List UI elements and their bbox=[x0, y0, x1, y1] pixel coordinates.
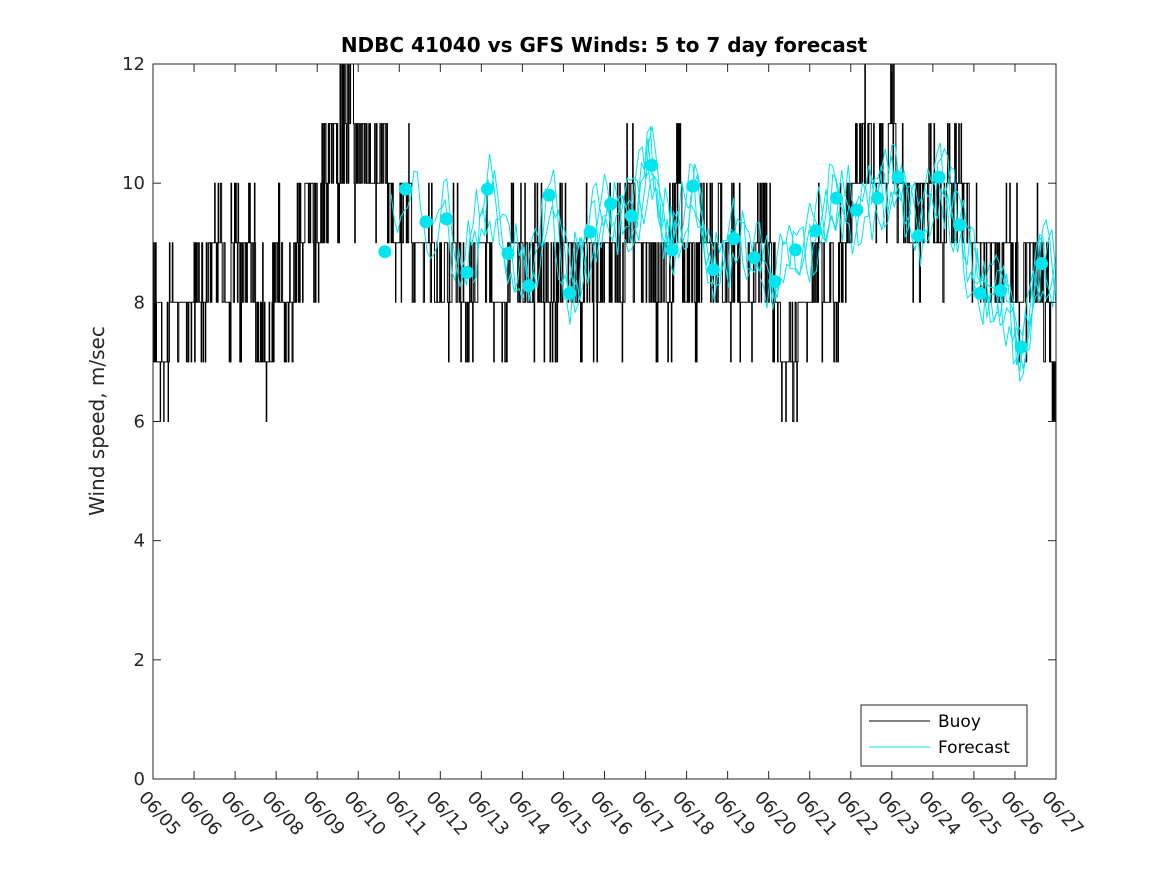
x-tick-label: 06/25 bbox=[955, 787, 1005, 840]
x-tick-label: 06/21 bbox=[791, 787, 841, 840]
forecast-marker bbox=[419, 215, 433, 229]
forecast-series-line bbox=[563, 126, 850, 301]
x-tick-label: 06/22 bbox=[832, 787, 882, 840]
forecast-marker bbox=[912, 229, 925, 243]
legend-forecast-label: Forecast bbox=[938, 738, 1010, 758]
forecast-marker bbox=[994, 283, 1008, 297]
x-tick-label: 06/20 bbox=[750, 787, 800, 840]
plot-background bbox=[153, 64, 1056, 779]
x-tick-label: 06/13 bbox=[463, 787, 513, 840]
x-tick-label: 06/10 bbox=[339, 787, 389, 840]
forecast-marker bbox=[542, 188, 556, 202]
forecast-marker bbox=[481, 182, 494, 196]
x-tick-label: 06/26 bbox=[996, 787, 1046, 840]
forecast-marker bbox=[747, 251, 761, 265]
forecast-marker bbox=[871, 191, 884, 205]
x-tick-label: 06/08 bbox=[257, 787, 307, 840]
x-tick-label: 06/16 bbox=[586, 787, 636, 840]
forecast-marker bbox=[583, 225, 597, 239]
x-tick-label: 06/15 bbox=[545, 787, 595, 840]
forecast-marker bbox=[768, 275, 782, 288]
legend-buoy-label: Buoy bbox=[938, 712, 981, 732]
x-tick-label: 06/19 bbox=[709, 787, 759, 840]
buoy-series-line bbox=[152, 63, 1057, 422]
forecast-marker bbox=[460, 266, 474, 279]
x-tick-label: 06/24 bbox=[914, 787, 964, 840]
y-axis-label: Wind speed, m/sec bbox=[85, 326, 109, 516]
forecast-series-line bbox=[924, 168, 1057, 354]
plot-area bbox=[152, 63, 1057, 780]
forecast-marker bbox=[378, 245, 392, 259]
forecast-series-line bbox=[809, 147, 1057, 372]
forecast-marker bbox=[563, 286, 577, 300]
forecast-marker bbox=[645, 158, 659, 172]
forecast-marker bbox=[440, 212, 453, 226]
y-tick-label: 2 bbox=[134, 650, 145, 671]
x-tick-label: 06/07 bbox=[216, 787, 266, 840]
x-tick-label: 06/23 bbox=[873, 787, 923, 840]
forecast-marker bbox=[501, 247, 515, 260]
x-tick-label: 06/11 bbox=[381, 787, 431, 840]
forecast-marker bbox=[850, 203, 864, 217]
forecast-marker bbox=[932, 170, 946, 184]
legend: Buoy Forecast bbox=[860, 704, 1028, 767]
forecast-marker bbox=[788, 243, 802, 257]
forecast-marker bbox=[604, 197, 618, 211]
x-tick-label: 06/27 bbox=[1037, 787, 1087, 840]
forecast-marker bbox=[973, 286, 987, 300]
forecast-series-line bbox=[390, 125, 678, 313]
x-tick-label: 06/06 bbox=[175, 787, 225, 840]
x-tick-label: 06/09 bbox=[298, 787, 348, 840]
forecast-marker bbox=[1035, 257, 1049, 271]
y-tick-label: 8 bbox=[134, 292, 145, 313]
y-tick-label: 0 bbox=[134, 769, 145, 790]
forecast-marker bbox=[398, 182, 412, 196]
forecast-series-line bbox=[472, 153, 760, 301]
chart-title: NDBC 41040 vs GFS Winds: 5 to 7 day fore… bbox=[341, 33, 868, 57]
forecast-series-line bbox=[624, 138, 912, 310]
y-tick-label: 4 bbox=[134, 531, 145, 552]
forecast-series-line bbox=[973, 236, 1057, 370]
forecast-marker bbox=[809, 224, 823, 238]
forecast-series-line bbox=[431, 145, 719, 325]
y-tick-label: 6 bbox=[134, 412, 145, 433]
forecast-marker bbox=[686, 179, 700, 193]
forecast-marker bbox=[829, 191, 843, 205]
forecast-marker bbox=[727, 232, 741, 246]
forecast-marker bbox=[953, 218, 966, 232]
forecast-series-line bbox=[870, 142, 1056, 347]
x-tick-label: 06/18 bbox=[668, 787, 718, 840]
legend-box bbox=[860, 704, 1028, 767]
forecast-marker bbox=[891, 170, 905, 184]
y-tick-label: 10 bbox=[122, 173, 145, 194]
y-tick-label: 12 bbox=[122, 54, 145, 75]
forecast-marker bbox=[1014, 340, 1028, 354]
forecast-marker bbox=[665, 243, 679, 257]
forecast-marker bbox=[522, 279, 536, 293]
x-tick-label: 06/05 bbox=[134, 787, 184, 840]
forecast-marker bbox=[706, 263, 720, 277]
y-axis-ticks: 0 2 4 6 8 10 12 bbox=[122, 54, 1056, 790]
forecast-marker bbox=[624, 209, 638, 223]
x-tick-label: 06/12 bbox=[422, 787, 472, 840]
x-tick-label: 06/14 bbox=[504, 787, 554, 840]
x-tick-label: 06/17 bbox=[627, 787, 677, 840]
